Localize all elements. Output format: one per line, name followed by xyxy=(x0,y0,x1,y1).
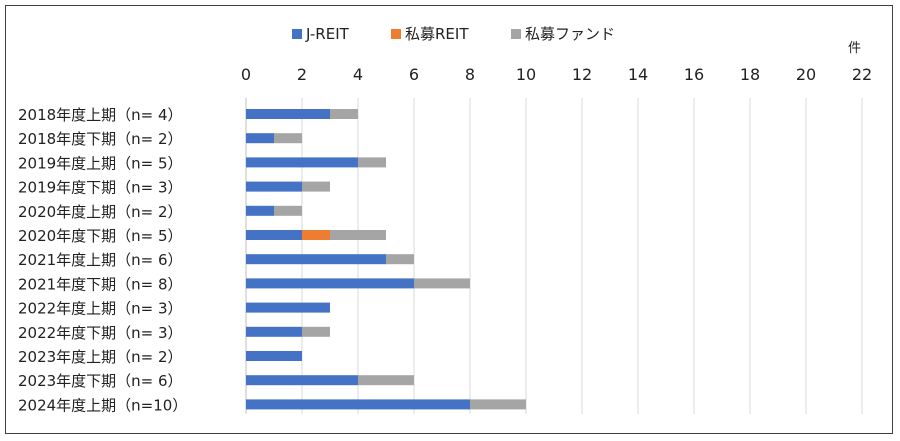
bar-segment xyxy=(302,326,330,337)
category-label: 2021年度上期（n= 6） xyxy=(18,251,183,269)
bar-segment xyxy=(246,109,330,119)
bar-segment xyxy=(302,230,330,240)
x-tick-label: 6 xyxy=(409,65,419,84)
x-tick-label: 20 xyxy=(796,65,816,84)
x-tick-label: 16 xyxy=(684,65,704,84)
x-axis-ticks: 0 2 4 6 8 10 12 14 16 18 20 22 xyxy=(241,65,872,84)
x-tick-label: 18 xyxy=(740,65,760,84)
bar-segment xyxy=(330,230,386,240)
x-tick-label: 14 xyxy=(628,65,648,84)
unit-label: 件 xyxy=(848,41,861,56)
legend-swatch xyxy=(292,29,302,39)
category-label: 2020年度下期（n= 5） xyxy=(18,227,183,245)
x-tick-label: 22 xyxy=(852,65,872,84)
legend-label: 私募ファンド xyxy=(525,25,615,43)
category-labels: 2018年度上期（n= 4） 2018年度下期（n= 2） 2019年度上期（n= … xyxy=(18,106,187,414)
legend: J-REIT 私募REIT 私募ファンド xyxy=(292,25,615,43)
category-label: 2023年度下期（n= 6） xyxy=(18,372,183,390)
legend-label: 私募REIT xyxy=(405,25,469,43)
bar-segment xyxy=(246,157,358,168)
bar-segment xyxy=(246,302,330,313)
bar-segment xyxy=(246,254,386,265)
legend-swatch xyxy=(511,29,521,39)
bar-segment xyxy=(246,399,470,410)
x-tick-label: 0 xyxy=(241,65,251,84)
bar-segment xyxy=(246,230,302,240)
bar-segment xyxy=(246,181,302,192)
bar-segment xyxy=(274,205,302,216)
bar-segment xyxy=(246,205,274,216)
x-tick-label: 12 xyxy=(572,65,592,84)
bar-segment xyxy=(246,375,358,386)
bar-segment xyxy=(358,157,386,168)
bar-segment xyxy=(302,181,330,192)
bar-segment xyxy=(246,133,274,144)
x-tick-label: 4 xyxy=(353,65,363,84)
legend-label: J-REIT xyxy=(305,25,350,43)
chart-frame xyxy=(5,5,893,434)
bar-segment xyxy=(414,278,470,289)
bar-segment xyxy=(246,278,414,289)
bar-segment xyxy=(274,133,302,144)
category-label: 2019年度下期（n= 3） xyxy=(18,179,183,197)
x-tick-label: 2 xyxy=(297,65,307,84)
category-label: 2021年度下期（n= 8） xyxy=(18,275,183,293)
bars xyxy=(246,109,526,410)
category-label: 2018年度下期（n= 2） xyxy=(18,130,183,148)
bar-segment xyxy=(246,351,302,361)
category-label: 2023年度上期（n= 2） xyxy=(18,348,183,366)
bar-segment xyxy=(470,399,526,410)
category-label: 2024年度上期（n=10） xyxy=(18,396,187,414)
legend-swatch xyxy=(391,29,401,39)
category-label: 2018年度上期（n= 4） xyxy=(18,106,183,124)
bar-segment xyxy=(246,326,302,337)
x-tick-label: 10 xyxy=(516,65,536,84)
bar-segment xyxy=(358,375,414,386)
category-label: 2022年度上期（n= 3） xyxy=(18,300,183,318)
category-label: 2019年度上期（n= 5） xyxy=(18,154,183,172)
category-label: 2022年度下期（n= 3） xyxy=(18,324,183,342)
bar-segment xyxy=(386,254,414,265)
gridlines xyxy=(245,98,863,414)
x-tick-label: 8 xyxy=(465,65,475,84)
category-label: 2020年度上期（n= 2） xyxy=(18,203,183,221)
bar-segment xyxy=(330,109,358,119)
